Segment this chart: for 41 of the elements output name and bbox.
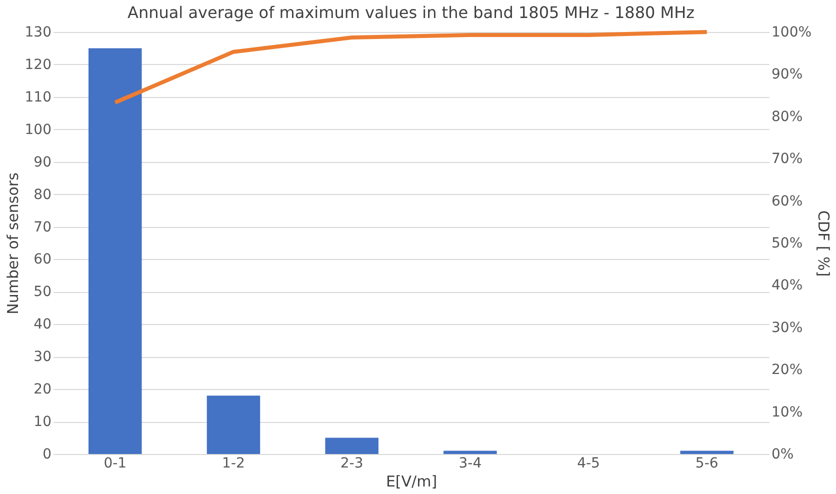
y-tick-label: 110	[24, 89, 52, 106]
y-tick-label: 30	[34, 349, 52, 366]
y-tick-label: 80	[34, 186, 52, 203]
y-tick-label: 40	[34, 316, 52, 333]
x-tick-label: 1-2	[222, 456, 245, 472]
y2-tick-label: 0%	[772, 446, 794, 462]
y2-tick-label: 40%	[772, 278, 803, 294]
bar	[325, 438, 378, 454]
y-tick-label: 50	[34, 284, 52, 300]
y2-axis-title: CDF [ %]	[814, 210, 833, 277]
y-tick-label: 120	[24, 56, 52, 73]
x-axis-title: E[V/m]	[386, 472, 438, 490]
bar	[206, 396, 260, 454]
y2-tick-label: 80%	[772, 108, 803, 125]
x-tick-label: 5-6	[695, 456, 718, 472]
y-tick-label: 100	[24, 122, 52, 138]
x-tick-label: 2-3	[340, 456, 364, 472]
y2-tick-label: 30%	[772, 320, 803, 336]
y2-tick-label: 70%	[772, 151, 803, 168]
bar	[680, 450, 734, 454]
x-tick-label: 0-1	[104, 456, 127, 472]
x-tick-label: 4-5	[577, 456, 600, 472]
y2-tick-label: 50%	[772, 236, 803, 252]
y-tick-label: 0	[42, 446, 52, 462]
x-tick-label: 3-4	[458, 456, 482, 472]
bar	[88, 48, 142, 454]
y-tick-label: 10	[34, 414, 52, 430]
bar	[444, 450, 497, 454]
y2-tick-label: 100%	[772, 24, 812, 40]
y2-tick-label: 60%	[772, 193, 803, 210]
y-tick-label: 130	[24, 24, 52, 40]
y-tick-label: 60	[34, 252, 52, 268]
y2-tick-label: 10%	[772, 404, 803, 420]
y-tick-label: 90	[34, 154, 52, 170]
y2-tick-label: 20%	[772, 362, 803, 378]
y-tick-label: 70	[34, 219, 52, 236]
y-tick-label: 20	[34, 382, 52, 398]
y-axis-title: Number of sensors	[4, 172, 22, 314]
chart-title: Annual average of maximum values in the band 1805 MHz - 1880 MHz	[127, 3, 695, 22]
y2-tick-label: 90%	[772, 66, 803, 83]
line-series	[113, 30, 709, 104]
